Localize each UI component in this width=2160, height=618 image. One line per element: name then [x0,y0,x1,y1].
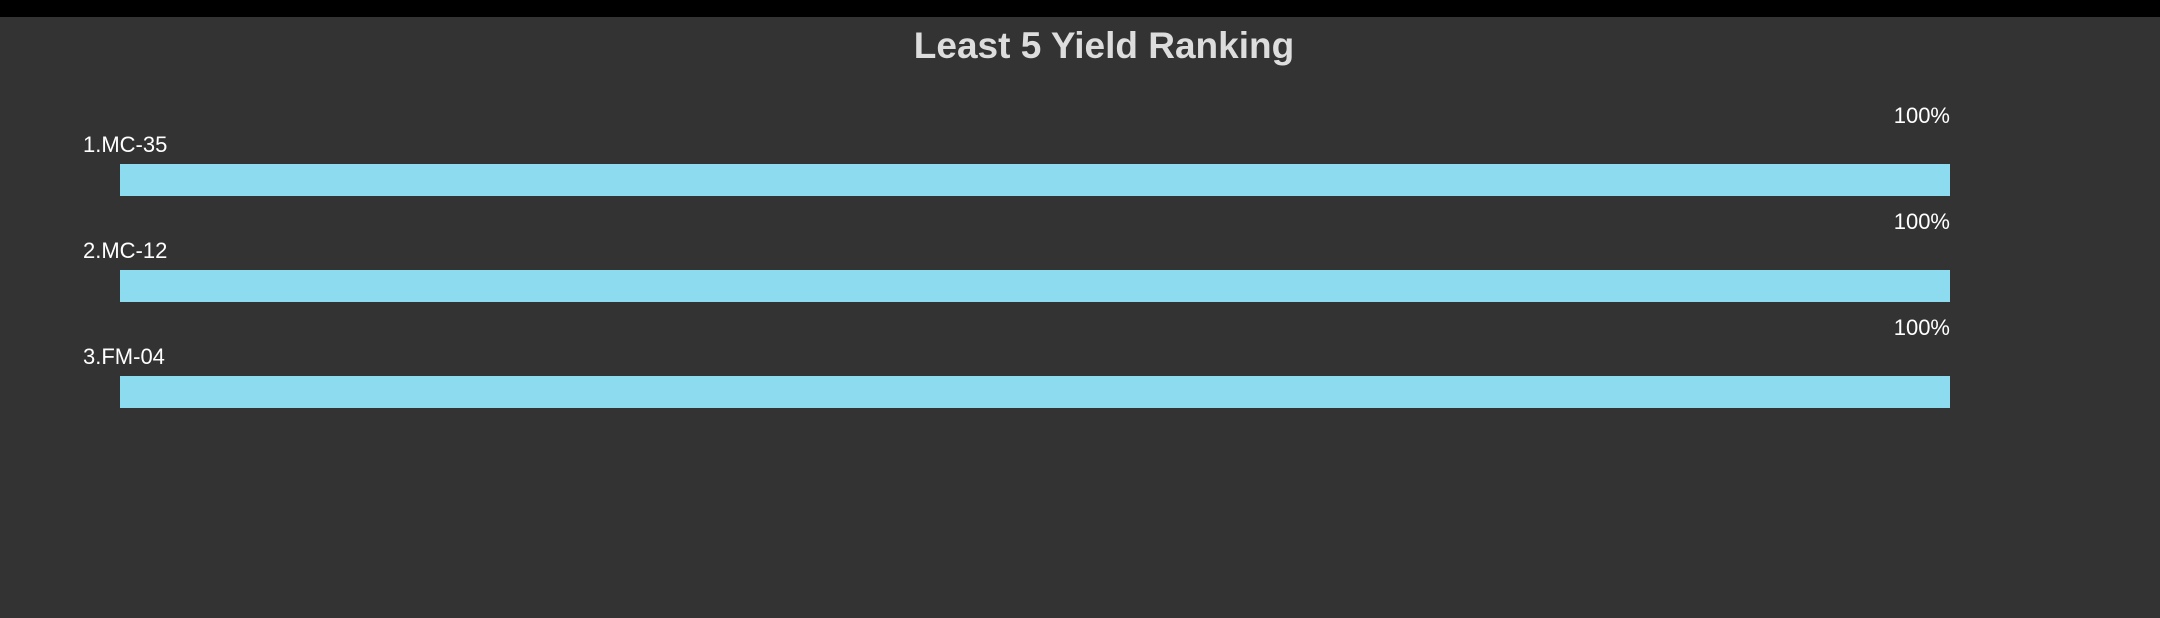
chart-title: Least 5 Yield Ranking [913,25,1295,66]
rank-label: 1.MC-35 [83,132,167,157]
yield-bar [120,270,1950,302]
bar-value-label: 100% [1894,315,1950,340]
yield-bar [120,376,1950,408]
bar-value-label: 100% [1894,103,1950,128]
rank-label: 3.FM-04 [83,344,165,369]
rank-label: 2.MC-12 [83,238,167,263]
window-top-strip [0,0,2160,17]
yield-bar [120,164,1950,196]
chart-panel [0,17,2160,618]
bar-value-label: 100% [1894,209,1950,234]
